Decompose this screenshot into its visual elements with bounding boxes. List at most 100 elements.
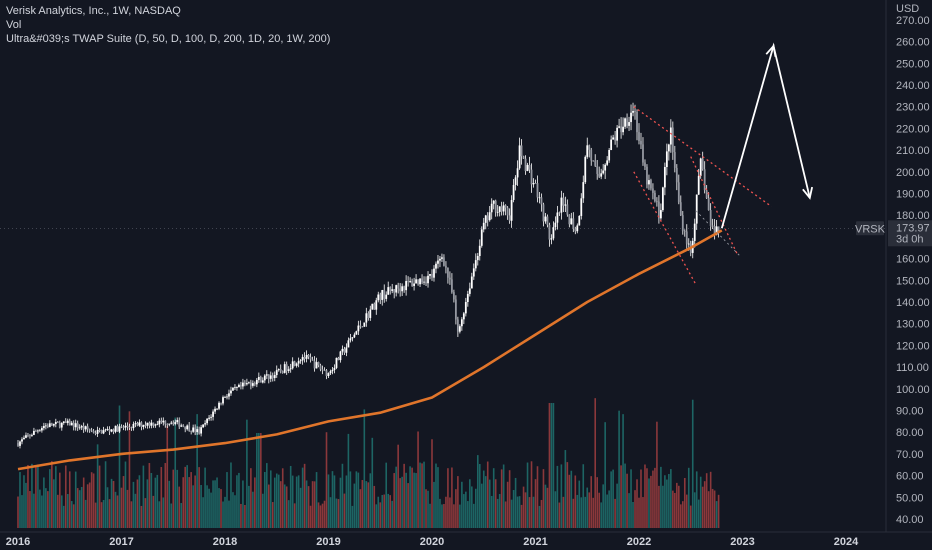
- candle-body: [713, 226, 716, 235]
- candle-body: [110, 429, 113, 432]
- candle-body: [626, 118, 628, 126]
- candle-body: [192, 427, 195, 432]
- volume-bar: [484, 476, 487, 528]
- candle-body: [257, 376, 260, 380]
- volume-bar: [78, 490, 81, 528]
- candle-body: [174, 422, 177, 424]
- candle-body: [253, 383, 256, 385]
- candle-body: [462, 313, 465, 320]
- volume-bar: [379, 502, 382, 528]
- volume-label[interactable]: Vol: [6, 19, 22, 31]
- candle-body: [584, 156, 587, 183]
- candle-body: [343, 348, 346, 353]
- volume-bar: [715, 501, 718, 528]
- candle-body: [238, 384, 240, 388]
- indicator-label[interactable]: Ultra&#039;s TWAP Suite (D, 50, D, 100, …: [6, 33, 331, 45]
- candle-body: [361, 326, 364, 328]
- volume-bar: [672, 490, 674, 528]
- candle-body: [556, 212, 559, 223]
- candle-body: [244, 382, 246, 385]
- candle-body: [261, 380, 264, 383]
- candle-body: [562, 197, 565, 206]
- candle-body: [373, 303, 376, 310]
- volume-bar: [632, 501, 634, 528]
- candle-body: [490, 203, 493, 213]
- candle-body: [214, 408, 216, 412]
- candle-body: [528, 164, 531, 170]
- candle-body: [355, 331, 358, 335]
- volume-bar: [144, 498, 147, 528]
- price-axis-tick: 50.00: [896, 492, 924, 504]
- candle-body: [464, 302, 467, 314]
- volume-bar: [604, 422, 606, 528]
- candle-body: [315, 362, 318, 369]
- candle-body: [369, 309, 372, 318]
- volume-bar: [488, 479, 491, 528]
- candle-body: [661, 187, 664, 211]
- candle-body: [544, 216, 547, 222]
- trendline: [633, 106, 772, 208]
- candle-body: [478, 245, 481, 257]
- candle-body: [486, 215, 489, 221]
- volume-bar: [652, 470, 654, 528]
- volume-bar: [202, 497, 204, 528]
- candle-body: [648, 180, 650, 185]
- candle-body: [554, 222, 557, 228]
- volume-bar: [570, 470, 573, 528]
- volume-bar: [492, 468, 495, 528]
- candle-body: [21, 439, 23, 442]
- candle-body: [699, 158, 702, 176]
- volume-bar: [158, 501, 161, 528]
- candle-body: [19, 441, 21, 446]
- candle-body: [456, 319, 459, 332]
- candle-body: [667, 144, 670, 152]
- volume-bar: [122, 476, 125, 528]
- volume-bar: [630, 469, 632, 528]
- symbol-title[interactable]: Verisk Analytics, Inc., 1W, NASDAQ: [6, 5, 181, 17]
- candle-body: [715, 226, 718, 235]
- volume-bar: [66, 494, 69, 528]
- candle-body: [144, 424, 147, 426]
- candle-body: [391, 289, 394, 291]
- volume-bar: [530, 461, 533, 528]
- volume-bar: [391, 500, 393, 528]
- volume-bar: [614, 498, 616, 528]
- volume-bar: [317, 502, 320, 528]
- volume-bar: [409, 466, 411, 528]
- candle-body: [38, 430, 41, 432]
- volume-bar: [455, 489, 457, 528]
- volume-bar: [666, 479, 668, 528]
- volume-bar: [449, 497, 451, 528]
- candle-body: [365, 313, 368, 323]
- volume-bar: [160, 467, 163, 528]
- candle-body: [230, 390, 232, 394]
- candle-body: [98, 429, 101, 431]
- candle-body: [216, 408, 218, 410]
- volume-bar: [23, 475, 25, 528]
- volume-bar: [156, 474, 159, 528]
- volume-bar: [192, 485, 194, 528]
- candle-body: [403, 286, 406, 291]
- volume-bar: [459, 504, 461, 528]
- volume-bar: [82, 477, 85, 528]
- volume-bar: [102, 499, 105, 528]
- volume-bar: [490, 495, 493, 528]
- volume-bar: [64, 465, 67, 528]
- volume-bar: [373, 485, 376, 528]
- candle-body: [663, 167, 666, 188]
- candle-body: [68, 420, 71, 426]
- candle-body: [687, 243, 690, 245]
- volume-bar: [21, 495, 23, 528]
- volume-bar: [58, 472, 61, 528]
- volume-bar: [411, 467, 413, 528]
- candle-body: [66, 420, 69, 423]
- candle-body: [236, 387, 238, 389]
- candle-body: [510, 199, 513, 221]
- candle-body: [176, 420, 179, 423]
- candle-body: [379, 294, 382, 300]
- volume-bar: [27, 464, 29, 528]
- candle-body: [652, 188, 654, 193]
- candle-body: [681, 215, 684, 231]
- volume-bar: [516, 496, 519, 528]
